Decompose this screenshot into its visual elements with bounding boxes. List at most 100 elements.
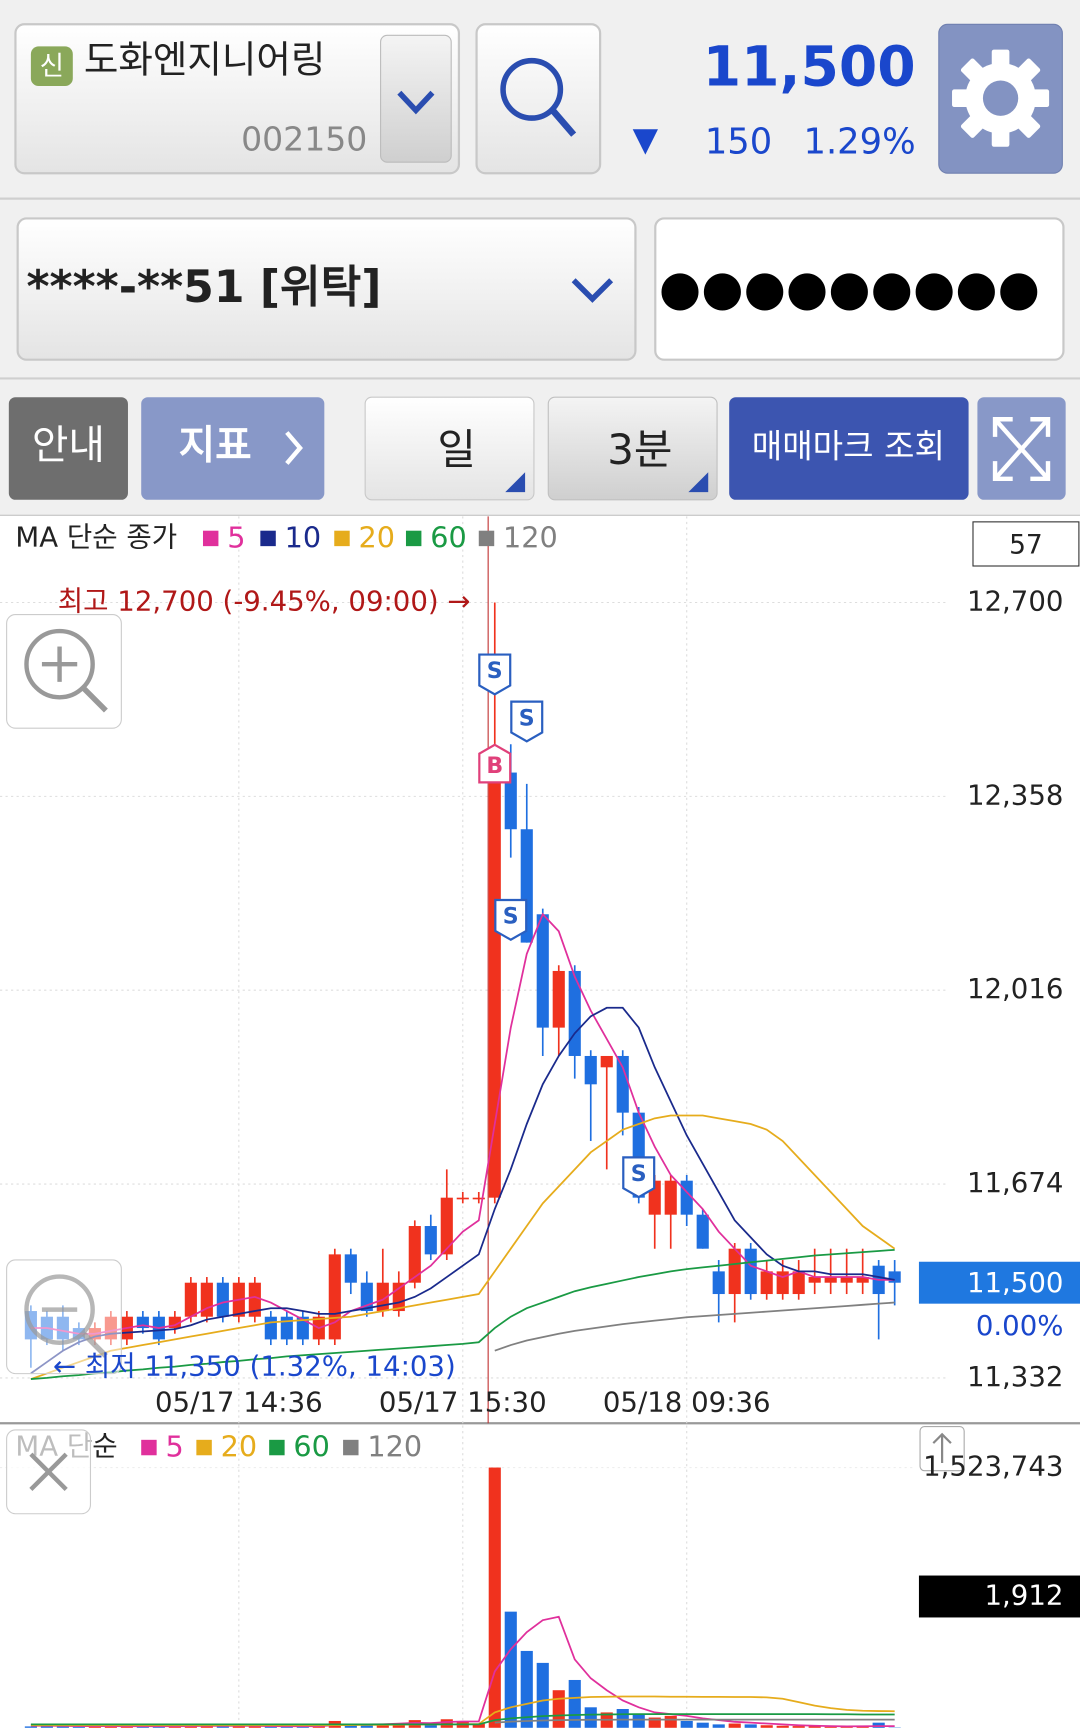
legend-label: 20 <box>359 521 395 555</box>
candle-body <box>184 1282 197 1317</box>
up-icon <box>932 1432 952 1444</box>
volume-bar <box>744 1724 757 1728</box>
change-arrow: ▼ <box>633 120 659 159</box>
gear-icon <box>952 49 1050 147</box>
volume-bar <box>840 1726 853 1728</box>
legend-swatch <box>196 1439 212 1456</box>
legend-label: 5 <box>165 1430 183 1464</box>
trade-mark-button[interactable] <box>729 397 969 500</box>
volume-bar <box>584 1707 597 1728</box>
trade-mark-label: B <box>486 754 503 779</box>
legend-label: 20 <box>221 1430 257 1464</box>
trade-mark-label: 매매마크 조회 <box>752 426 945 465</box>
legend-label: 10 <box>285 521 321 555</box>
annotation: ← 최저 11,350 (1.32%, 14:03) <box>53 1350 456 1383</box>
volume-bar <box>104 1726 117 1728</box>
expand-icon <box>992 417 1051 482</box>
volume-bar <box>56 1726 69 1728</box>
candle-body <box>824 1277 837 1283</box>
y-tick-label: 12,700 <box>967 585 1063 618</box>
legend-label: 120 <box>503 521 558 555</box>
dropdown-button[interactable] <box>380 34 452 163</box>
zoom-icon <box>81 1331 108 1358</box>
volume-bar <box>648 1717 661 1728</box>
annotation: 최고 12,700 (-9.45%, 09:00) → <box>58 585 471 618</box>
ma-line <box>494 1718 895 1724</box>
legend-swatch <box>141 1439 157 1456</box>
current-price: 11,500 <box>703 36 916 100</box>
candle-body <box>728 1248 741 1295</box>
volume-bar <box>520 1650 533 1728</box>
volume-bar <box>760 1725 773 1728</box>
candle-body <box>856 1277 869 1283</box>
volume-bar <box>776 1725 789 1728</box>
candle-body <box>136 1316 149 1329</box>
volume-bar <box>536 1662 549 1728</box>
legend-swatch <box>202 530 219 547</box>
candle-body <box>456 1197 469 1200</box>
volume-bar <box>264 1726 277 1728</box>
expand-corner <box>992 417 1013 437</box>
y-tick-label: 11,674 <box>967 1166 1063 1199</box>
volume-bar <box>616 1709 629 1728</box>
ma-line <box>30 1006 895 1375</box>
badge <box>30 46 73 87</box>
period-label: 일 <box>437 425 476 474</box>
indicator-button[interactable] <box>141 397 325 500</box>
ma-line <box>30 912 895 1335</box>
volume-bar <box>360 1725 373 1728</box>
candle-body <box>600 1055 613 1068</box>
current-change: 0.00% <box>976 1309 1064 1342</box>
legend-swatch <box>269 1439 285 1456</box>
volume-current-label: 1,912 <box>985 1578 1064 1611</box>
candle-body <box>280 1316 293 1340</box>
chevron <box>285 431 303 465</box>
password-dots: ●●●●●●●●● <box>659 260 1040 316</box>
search-button[interactable] <box>475 23 602 175</box>
expand-corner <box>992 461 1013 482</box>
password-box[interactable] <box>654 217 1065 361</box>
overlay: MA 단순 종가 MA 단순 57 1,912 12,70012,35812,0… <box>6 520 1080 1618</box>
trade-mark <box>510 700 544 743</box>
ma-line <box>30 1248 895 1380</box>
interval-button[interactable] <box>547 396 718 501</box>
current-price-box <box>918 1261 1080 1304</box>
badge-text: 신 <box>40 51 64 82</box>
zoom-icon <box>81 686 108 713</box>
legend-swatch <box>405 530 422 547</box>
stock-box[interactable] <box>14 23 461 175</box>
candle-body <box>792 1271 805 1295</box>
trade-mark <box>478 653 512 696</box>
expand-line <box>993 417 1050 481</box>
legend-label: 120 <box>367 1430 422 1464</box>
count-box[interactable] <box>972 521 1080 567</box>
period-button[interactable] <box>364 396 535 501</box>
candle-body <box>488 772 501 1198</box>
candle-body <box>248 1282 261 1317</box>
volume-bar <box>728 1723 741 1728</box>
volume-bar <box>280 1726 293 1728</box>
candle-body <box>200 1282 213 1317</box>
volume-bar <box>824 1726 837 1728</box>
info-label: 안내 <box>32 422 105 468</box>
candle-body <box>664 1180 677 1215</box>
trade-mark <box>622 1156 656 1199</box>
volume-bar <box>472 1723 485 1728</box>
ma-line <box>30 1615 895 1728</box>
candle-body <box>840 1277 853 1283</box>
info-button[interactable] <box>8 397 128 500</box>
ma-line <box>494 1301 895 1352</box>
candle-body <box>888 1271 901 1283</box>
count-text: 57 <box>1009 530 1043 561</box>
candle-body <box>568 970 581 1056</box>
volume-bar <box>792 1726 805 1728</box>
candle-body <box>440 1197 453 1255</box>
candle-body <box>808 1277 821 1283</box>
legend-label: 60 <box>430 521 466 555</box>
account-box[interactable] <box>16 217 637 361</box>
legend-title: MA 단순 종가 <box>15 520 177 553</box>
legend-swatch <box>343 1439 359 1456</box>
candle-body <box>168 1316 181 1329</box>
candle-body <box>712 1271 725 1295</box>
volume-bar <box>712 1724 725 1728</box>
